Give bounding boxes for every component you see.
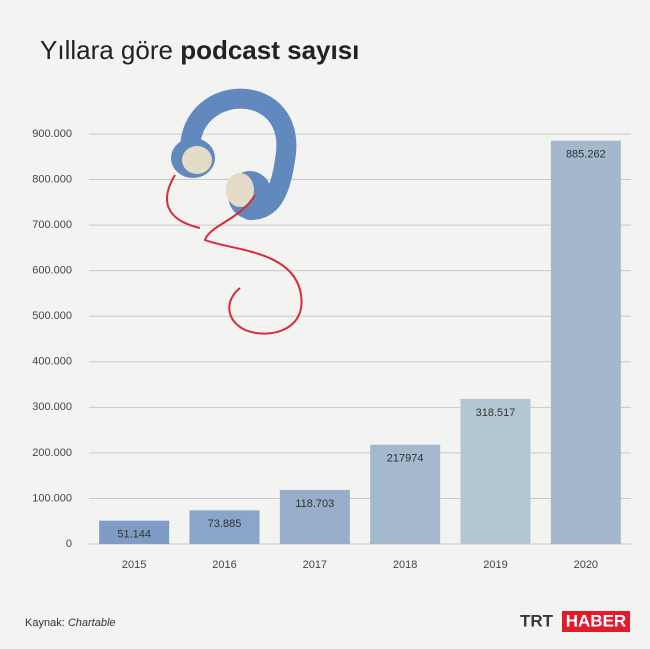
x-tick-label: 2017: [303, 559, 327, 571]
y-tick-label: 300.000: [32, 401, 72, 413]
logo-box: [562, 611, 630, 632]
logo-left: TRT: [520, 611, 554, 630]
cable: [166, 174, 303, 335]
y-tick-label: 800.000: [32, 173, 72, 185]
source-label: Kaynak:: [25, 617, 65, 629]
headphones-illustration: [166, 88, 303, 335]
y-tick-label: 600.000: [32, 265, 72, 277]
bar: [189, 510, 260, 544]
value-label: 885.262: [566, 149, 606, 161]
y-tick-label: 0: [66, 538, 72, 550]
bar: [370, 444, 441, 544]
bar: [279, 489, 350, 544]
value-label: 217974: [387, 453, 424, 465]
logo-right: HABER: [566, 611, 626, 630]
bar: [99, 520, 170, 544]
value-label: 51.144: [117, 529, 151, 541]
title-bold: podcast sayısı: [180, 35, 359, 65]
y-tick-label: 400.000: [32, 356, 72, 368]
x-tick-label: 2018: [393, 559, 417, 571]
x-tick-label: 2020: [574, 559, 598, 571]
value-label: 318.517: [476, 407, 516, 419]
x-tick-label: 2016: [212, 559, 236, 571]
source-name: Chartable: [68, 617, 116, 629]
ear-pad: [226, 173, 254, 207]
title-normal: Yıllara göre: [40, 35, 173, 65]
value-label: 118.703: [295, 498, 334, 510]
plot: 0 100.000 200.000 300.000 400.000 500.000 600.…: [32, 128, 631, 571]
y-tick-label: 500.000: [32, 310, 72, 322]
y-tick-label: 100.000: [32, 492, 72, 504]
chart-title: Yıllara göre podcast sayısı: [40, 35, 359, 65]
bar: [550, 140, 621, 544]
source: Kaynak: Chartable: [25, 617, 116, 629]
value-label: 73.885: [208, 518, 242, 530]
ear-pad: [182, 146, 212, 174]
y-tick-label: 700.000: [32, 219, 72, 231]
y-tick-label: 200.000: [32, 447, 72, 459]
x-tick-label: 2019: [483, 559, 507, 571]
y-tick-label: 900.000: [32, 128, 72, 140]
bar: [460, 398, 531, 544]
x-tick-label: 2015: [122, 559, 146, 571]
